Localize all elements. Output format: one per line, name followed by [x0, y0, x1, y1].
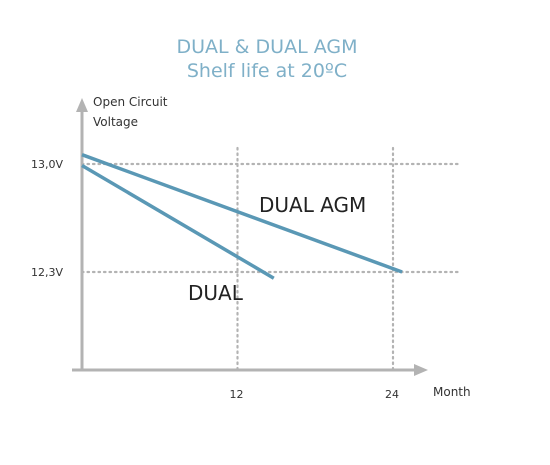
y-axis-arrow — [76, 98, 88, 112]
x-tick-label-0: 12 — [230, 388, 244, 401]
series-label-dual-agm: DUAL AGM — [259, 193, 366, 217]
series-line-dual — [81, 163, 275, 280]
y-tick-label-1: 12,3V — [31, 266, 63, 279]
chart-subtitle: Shelf life at 20ºC — [187, 60, 347, 82]
y-tick-label-0: 13,0V — [31, 158, 63, 171]
series-lines — [81, 153, 403, 280]
axes — [72, 98, 428, 376]
chart-title: DUAL & DUAL AGM — [177, 36, 358, 58]
tick-labels: 13,0V 12,3V 12 24 — [31, 158, 399, 401]
x-axis-label: Month — [433, 385, 471, 399]
y-axis-label-line2: Voltage — [93, 115, 138, 129]
series-line-dual-agm — [81, 153, 403, 274]
series-label-dual: DUAL — [188, 281, 244, 305]
x-axis-arrow — [414, 364, 428, 376]
x-tick-label-1: 24 — [385, 388, 399, 401]
y-axis-label-line1: Open Circuit — [93, 95, 168, 109]
grid-lines — [80, 146, 462, 372]
